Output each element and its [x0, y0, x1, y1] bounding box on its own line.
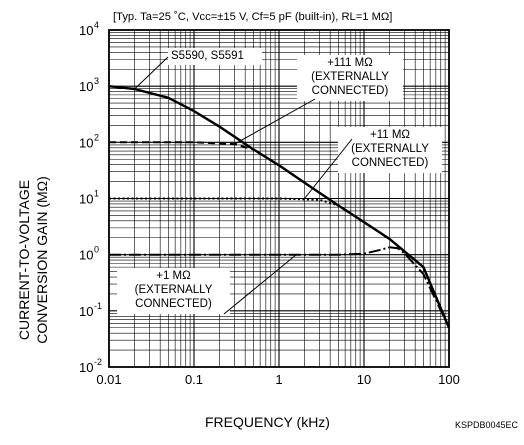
series-line-4 [109, 246, 450, 329]
y-axis-label: CURRENT-TO-VOLTAGE CONVERSION GAIN (MΩ) [16, 176, 50, 344]
annotation-text: (EXTERNALLY [135, 284, 213, 296]
chart-title: [Typ. Ta=25 ˚C, Vcc=±15 V, Cf=5 pF (buil… [113, 11, 392, 23]
annotation-text: CONNECTED) [312, 85, 389, 97]
y-tick-exponent: 1 [94, 189, 99, 199]
annotation-text: (EXTERNALLY [311, 71, 389, 83]
x-tick-label: 10 [357, 372, 371, 387]
x-tick-label: 0.01 [96, 372, 121, 387]
y-tick-exponent: 0 [94, 245, 99, 255]
y-tick-label: 10 [79, 360, 93, 375]
annotation-text: (EXTERNALLY [351, 143, 429, 155]
x-tick-label: 0.1 [185, 372, 203, 387]
annotation-background [117, 268, 230, 314]
annotation-text: CONNECTED) [352, 157, 429, 169]
annotation-leader-line [304, 138, 353, 199]
annotation-leader-line [134, 56, 169, 90]
y-tick-label: 10 [79, 192, 93, 207]
x-axis-label: FREQUENCY (kHz) [205, 414, 330, 430]
y-tick-label: 10 [79, 248, 93, 263]
annotation-3: +11 MΩ (EXTERNALLY CONNECTED) [304, 127, 442, 199]
y-tick-label: 10 [79, 23, 93, 38]
annotation-layer: S5590, S5591 +111 MΩ (EXTERNALLY CONNECTED)… [117, 48, 442, 315]
figure-code: KSPDB0045EC [454, 420, 518, 430]
annotation-leader-line [234, 98, 316, 145]
annotation-text: CONNECTED) [135, 298, 212, 310]
x-tick-label: 1 [275, 372, 282, 387]
y-tick-exponent: 2 [94, 132, 99, 142]
y-axis-label-line-1: CURRENT-TO-VOLTAGE [16, 180, 32, 340]
series-layer [108, 85, 451, 329]
annotation-4: +1 MΩ (EXTERNALLY CONNECTED) [117, 254, 297, 315]
annotation-1: S5590, S5591 [134, 48, 262, 90]
x-tick-label: 100 [438, 372, 460, 387]
y-tick-exponent: 3 [94, 76, 99, 86]
annotation-text: +111 MΩ [327, 57, 373, 69]
annotation-2: +111 MΩ (EXTERNALLY CONNECTED) [234, 55, 403, 145]
y-tick-exponent: -1 [94, 301, 102, 311]
annotation-text: S5590, S5591 [171, 50, 244, 62]
annotation-background [168, 48, 262, 65]
y-tick-exponent: 4 [94, 20, 99, 30]
y-tick-label: 10 [79, 135, 93, 150]
series-line-3 [109, 197, 450, 329]
y-tick-label: 10 [79, 79, 93, 94]
annotation-text: +1 MΩ [156, 270, 191, 282]
annotation-background [338, 127, 442, 173]
annotation-leader-line [223, 254, 297, 315]
annotation-text: +11 MΩ [370, 129, 410, 141]
y-tick-exponent: -2 [94, 357, 102, 367]
y-tick-label: 10 [79, 304, 93, 319]
y-axis-label-line-2: CONVERSION GAIN (MΩ) [34, 176, 50, 344]
annotation-background [297, 55, 403, 101]
